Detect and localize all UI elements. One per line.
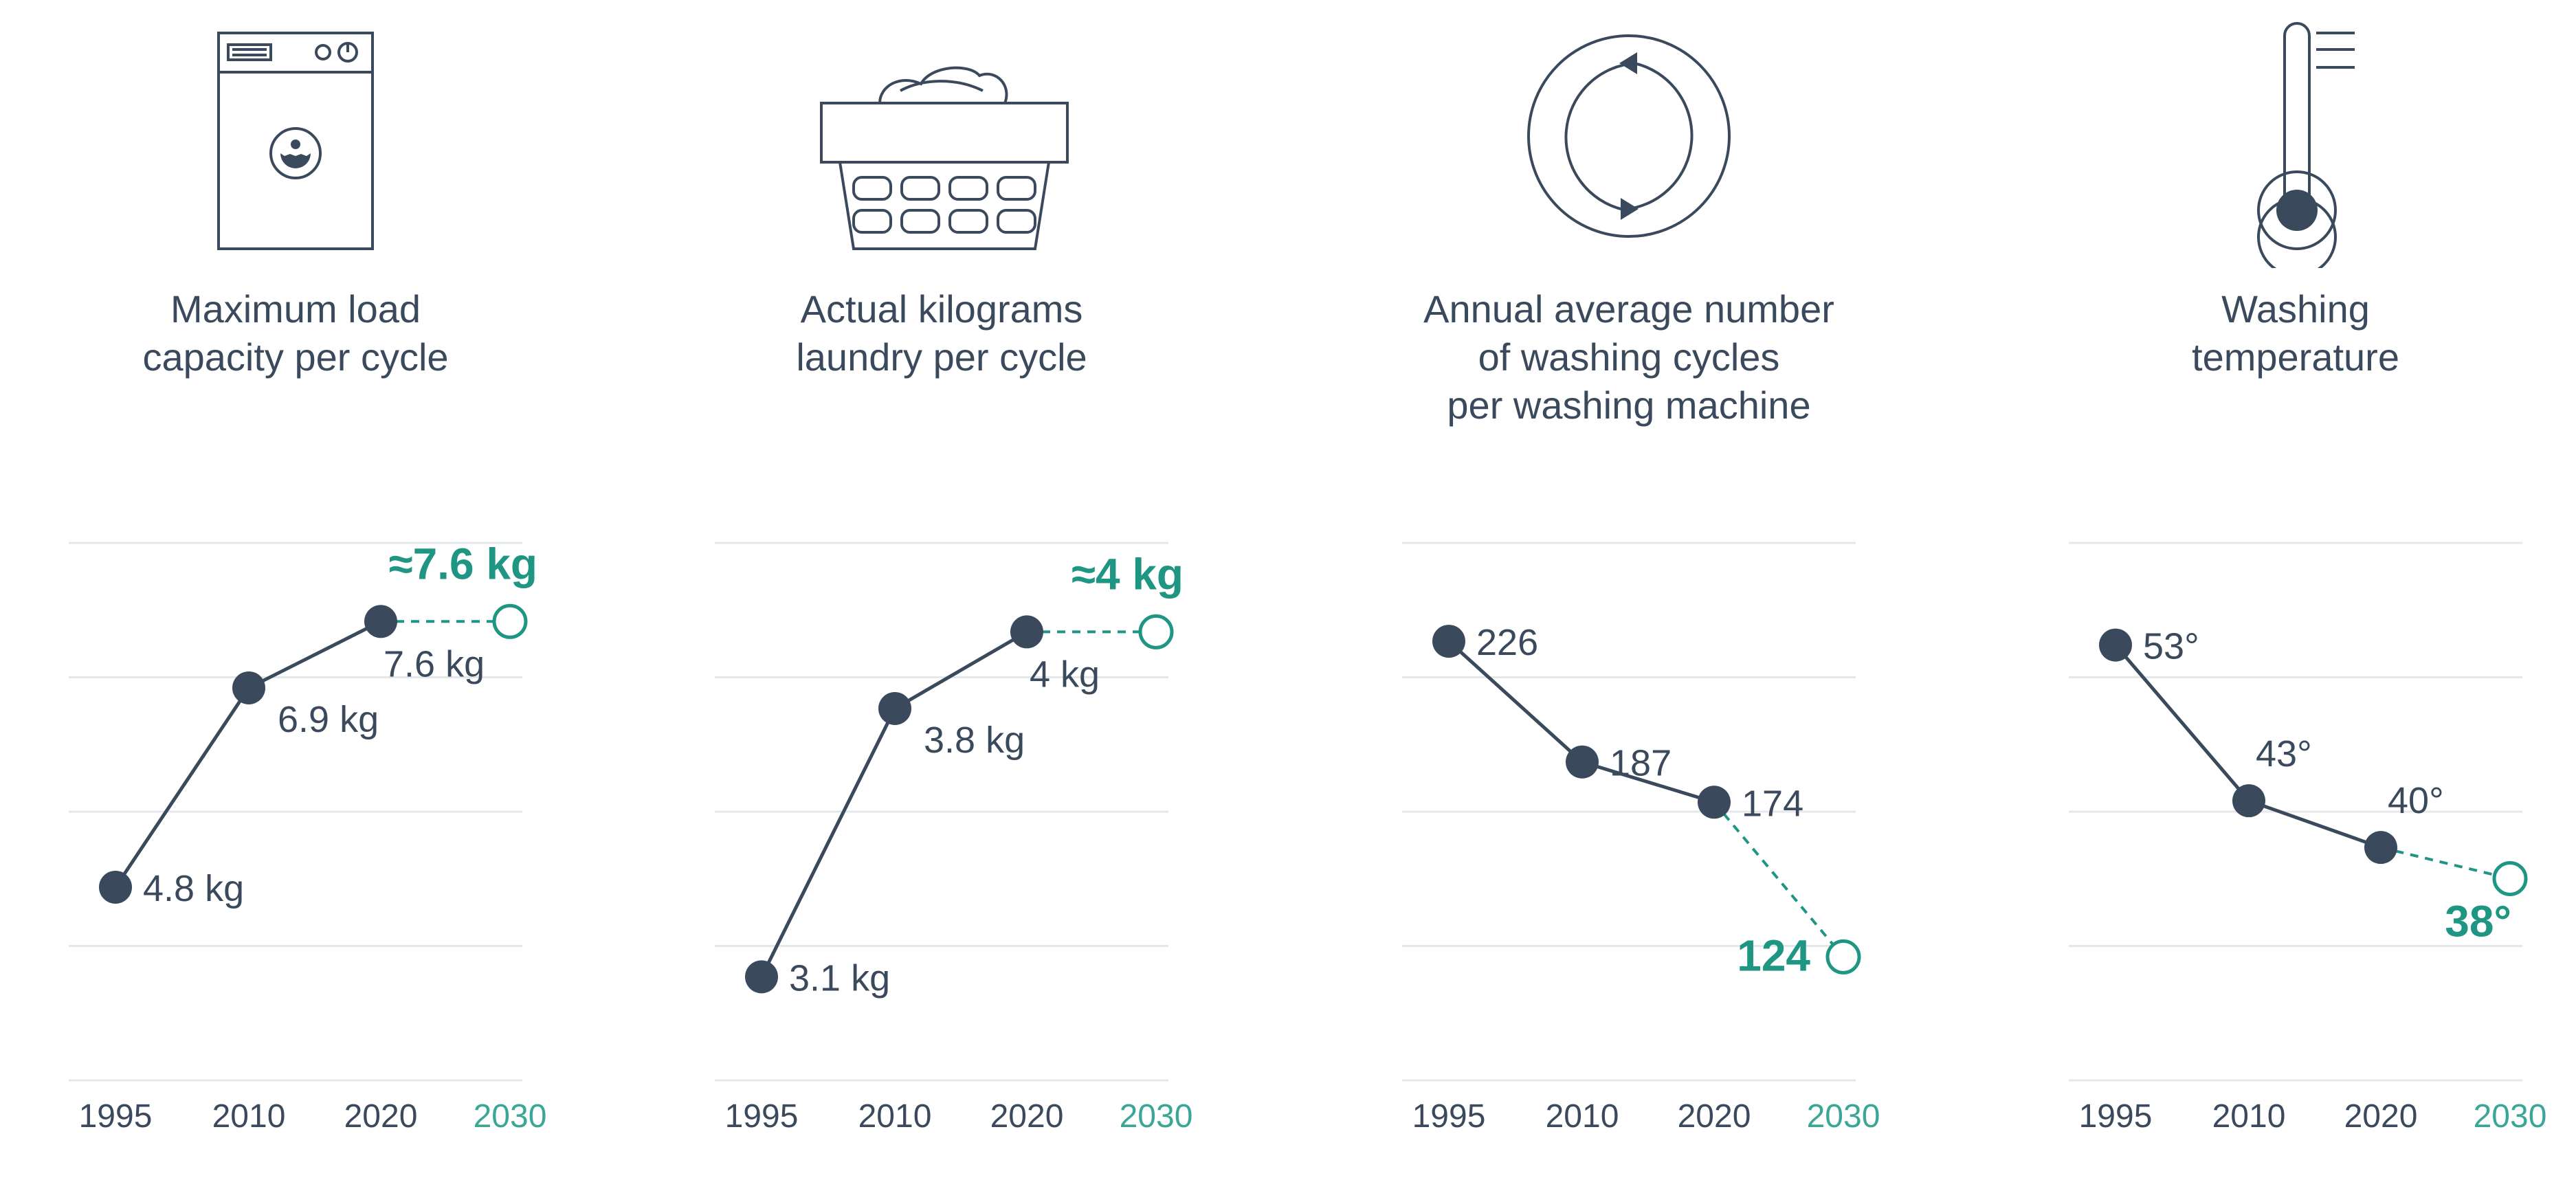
- x-tick-label: 2010: [858, 1098, 932, 1135]
- x-tick-label: 2030: [1120, 1098, 1193, 1135]
- washing-machine-icon: [217, 32, 374, 250]
- x-tick-label: 2010: [1546, 1098, 1619, 1135]
- data-label: 174: [1742, 783, 1803, 824]
- line-chart: 1995 2010 2020 2030 3.1 kg 3.8 kg4 kg ≈4 kg: [715, 542, 1192, 1135]
- line-chart: 1995 2010 2020 2030 226 187 174 124: [1402, 542, 1880, 1135]
- x-tick-label: 2010: [212, 1098, 286, 1135]
- chart-panel-actual-kilograms: Actual kilograms laundry per cycle 1995 2…: [694, 0, 1192, 1191]
- projection-label: ≈7.6 kg: [388, 539, 537, 588]
- data-label: 4.8 kg: [143, 868, 244, 909]
- chart-title: Maximum load capacity per cycle: [142, 287, 449, 379]
- cycle-arrows-icon: [1527, 34, 1731, 238]
- series-line: [759, 630, 1028, 978]
- projected-point: [1825, 939, 1861, 975]
- data-label: 4 kg: [1030, 654, 1100, 695]
- data-label: 3.8 kg: [924, 720, 1025, 761]
- data-point: [2364, 831, 2397, 865]
- data-point: [878, 691, 911, 725]
- chart-panel-washing-temperature: Washing temperature 1995 2010 2020 2030 53° 4…: [2048, 0, 2546, 1191]
- x-tick-label: 2010: [2212, 1098, 2286, 1135]
- x-tick-label: 2020: [990, 1098, 1064, 1135]
- laundry-basket-icon: [820, 66, 1069, 250]
- data-point: [1698, 786, 1731, 819]
- projection-label: ≈4 kg: [1072, 549, 1184, 599]
- data-label: 43°: [2256, 733, 2312, 775]
- data-point: [1566, 745, 1599, 779]
- chart-panel-washing-cycles: Annual average number of washing cycles …: [1381, 0, 1880, 1191]
- data-point: [1010, 615, 1043, 649]
- data-point: [1432, 625, 1465, 658]
- data-point: [2232, 784, 2265, 818]
- data-point: [2099, 628, 2132, 662]
- chart-title: Washing temperature: [2192, 287, 2399, 379]
- x-tick-label: 1995: [725, 1098, 799, 1135]
- data-label: 53°: [2143, 626, 2199, 667]
- data-point: [232, 671, 265, 704]
- thermometer-icon: [2257, 22, 2355, 268]
- x-tick-label: 1995: [2079, 1098, 2153, 1135]
- data-label: 6.9 kg: [278, 699, 379, 740]
- x-tick-label: 2020: [2344, 1098, 2418, 1135]
- data-point: [745, 960, 778, 994]
- x-tick-label: 1995: [79, 1098, 153, 1135]
- data-label: 7.6 kg: [384, 643, 485, 684]
- projection-line: [2380, 846, 2511, 880]
- data-label: 40°: [2388, 780, 2444, 821]
- projection-label: 124: [1737, 931, 1810, 980]
- line-chart: 1995 2010 2020 2030 53° 43° 40° 38°: [2069, 542, 2546, 1135]
- projected-point: [1138, 614, 1174, 649]
- x-tick-label: 2020: [1678, 1098, 1751, 1135]
- chart-title: Actual kilograms laundry per cycle: [796, 287, 1087, 379]
- data-label: 187: [1610, 743, 1672, 784]
- projected-point: [492, 603, 528, 639]
- projection-line: [1713, 801, 1845, 958]
- series-line: [113, 620, 382, 889]
- data-point: [99, 870, 132, 904]
- projected-point: [2492, 860, 2528, 896]
- data-label: 226: [1476, 622, 1538, 663]
- x-tick-label: 2030: [1807, 1098, 1880, 1135]
- chart-panel-max-load: Maximum load capacity per cycle 1995 2010…: [48, 0, 546, 1191]
- x-tick-label: 2030: [2474, 1098, 2547, 1135]
- x-tick-label: 2020: [344, 1098, 418, 1135]
- data-label: 3.1 kg: [789, 957, 890, 999]
- x-tick-label: 1995: [1412, 1098, 1486, 1135]
- line-chart: 1995 2010 2020 2030 4.8 kg 6.9 kg7.6 kg ≈7.6 k…: [69, 539, 546, 1135]
- x-tick-label: 2030: [474, 1098, 547, 1135]
- projection-label: 38°: [2445, 896, 2511, 946]
- data-point: [364, 605, 397, 638]
- chart-title: Annual average number of washing cycles …: [1423, 287, 1834, 427]
